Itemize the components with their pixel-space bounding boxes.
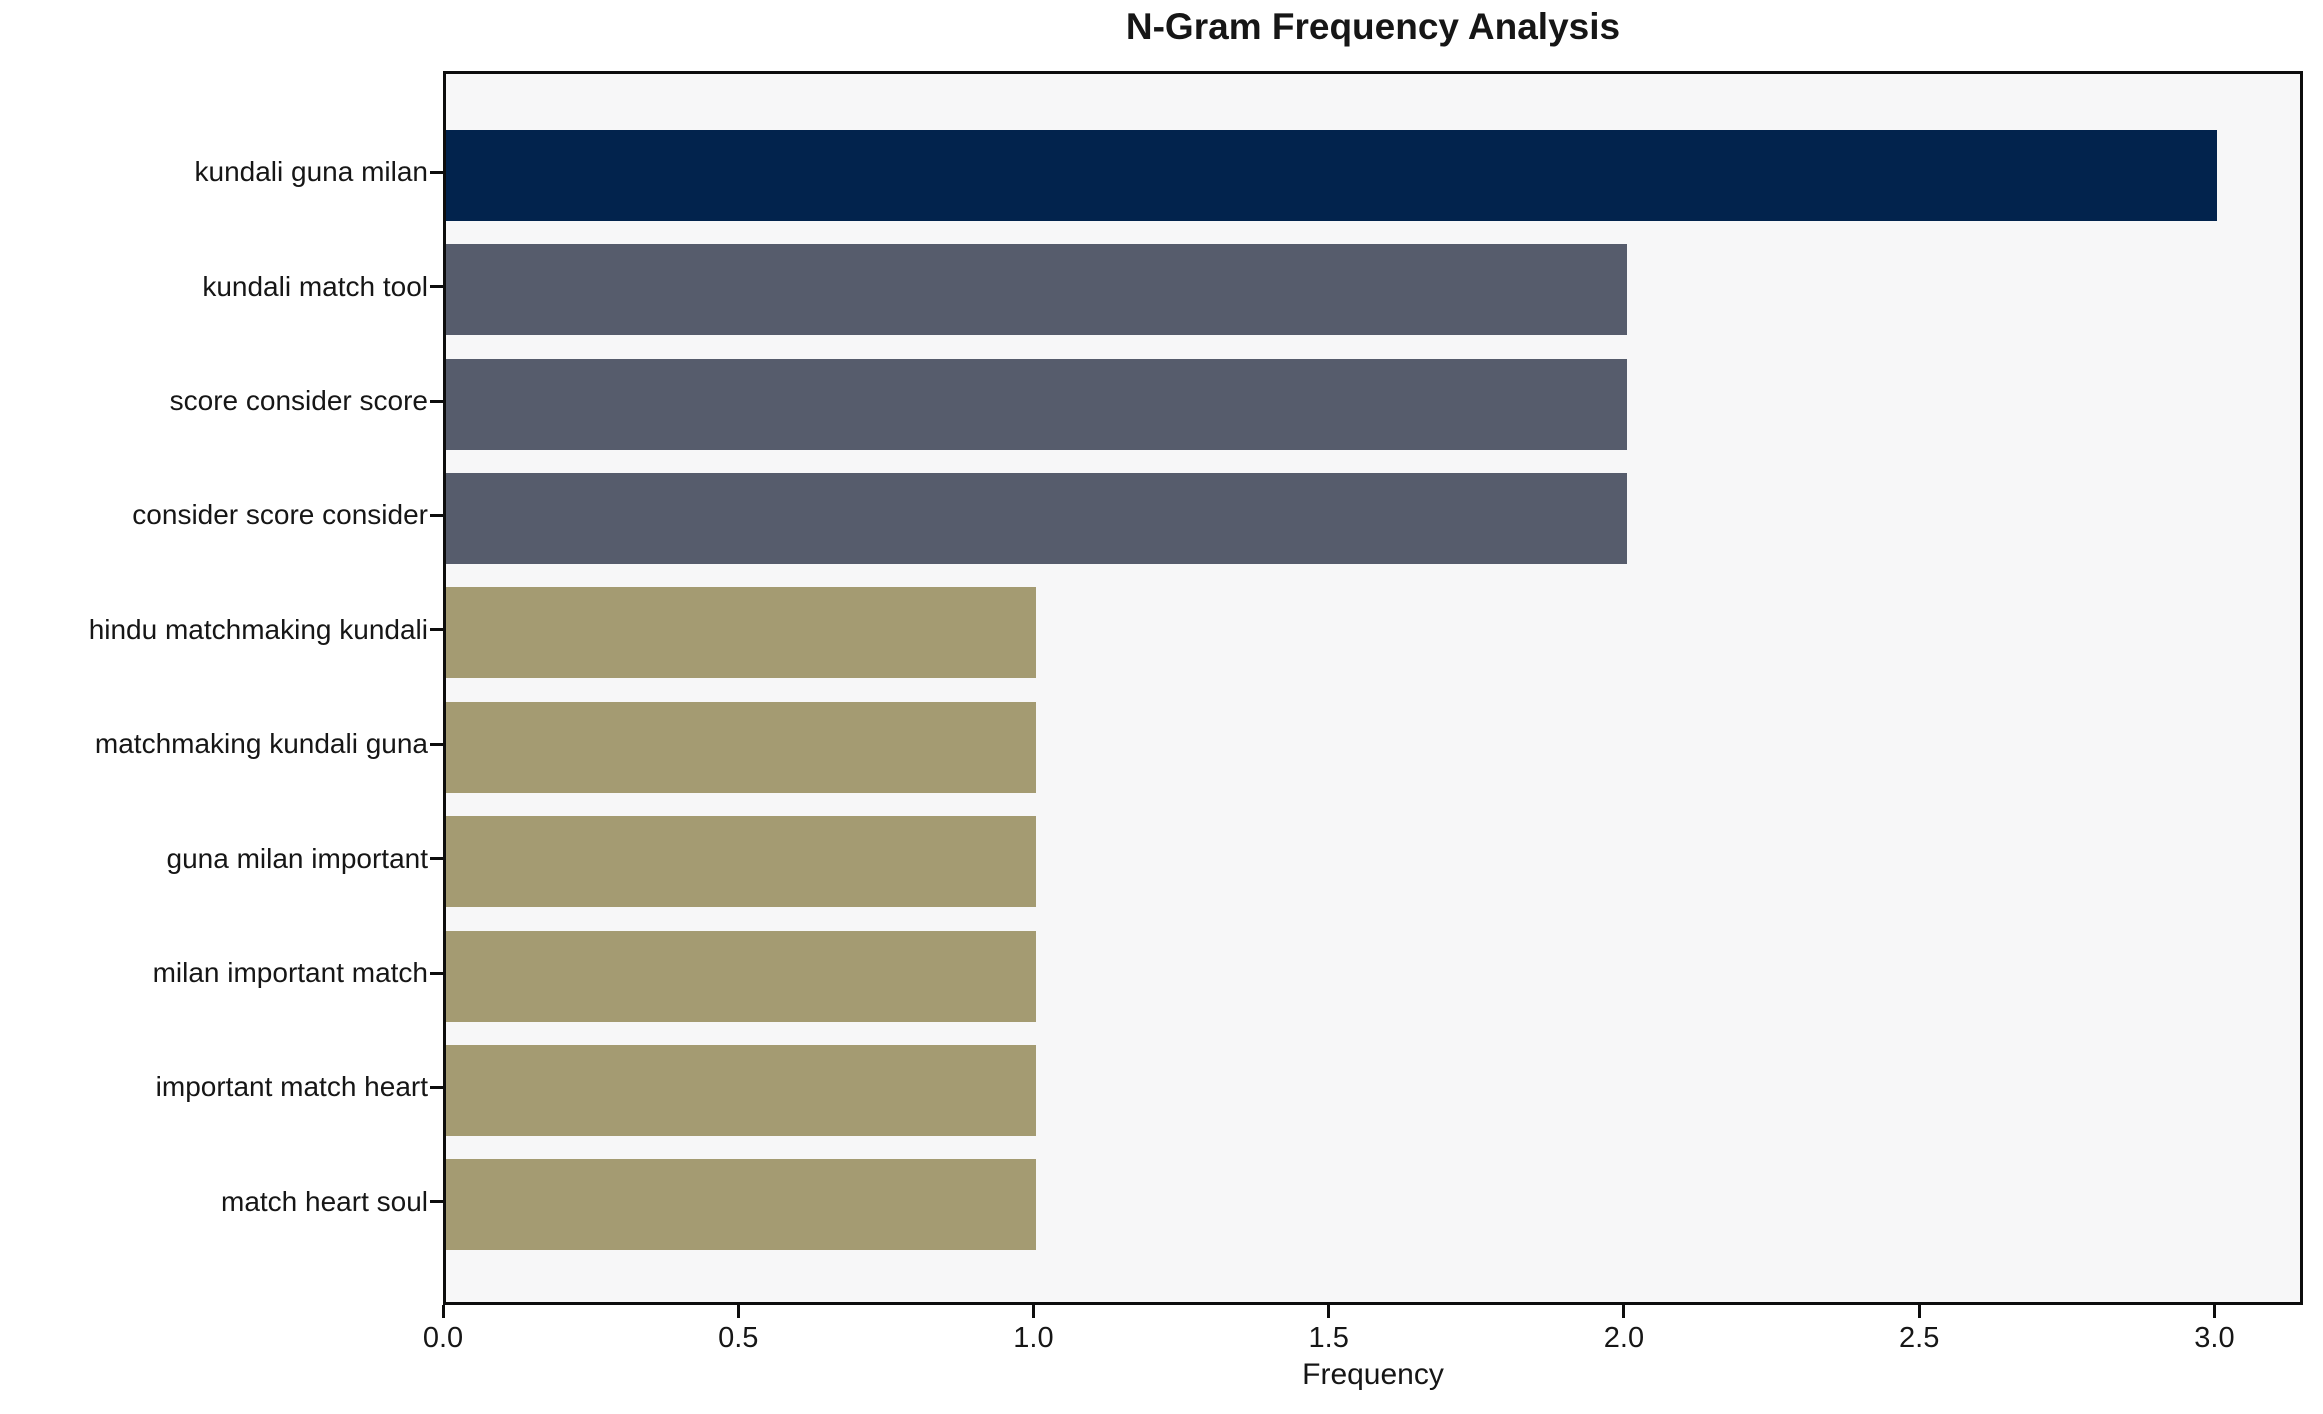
- x-tick-label: 1.5: [1308, 1322, 1349, 1354]
- bar: [446, 129, 2218, 221]
- bar: [446, 244, 1627, 336]
- x-tick: [2212, 1305, 2216, 1318]
- y-tick: [430, 742, 443, 746]
- x-tick-label: 0.5: [718, 1322, 759, 1354]
- y-tick: [430, 399, 443, 403]
- bar: [446, 930, 1037, 1022]
- plot-area: [443, 71, 2303, 1305]
- y-tick-label: kundali match tool: [202, 270, 428, 302]
- x-tick: [441, 1305, 445, 1318]
- bars-container: [446, 74, 2300, 1302]
- x-tick-label: 2.0: [1603, 1322, 1645, 1354]
- x-tick-label: 3.0: [2194, 1322, 2235, 1354]
- chart-title: N-Gram Frequency Analysis: [1125, 6, 1621, 47]
- y-tick-label: matchmaking kundali guna: [94, 728, 428, 760]
- y-tick-label: score consider score: [169, 385, 428, 416]
- x-tick: [1327, 1305, 1331, 1318]
- y-tick-label: kundali guna milan: [194, 156, 429, 188]
- bar: [446, 1044, 1037, 1136]
- y-tick: [430, 170, 443, 174]
- y-tick: [430, 628, 443, 632]
- y-tick-label: consider score consider: [132, 499, 428, 531]
- x-tick: [1917, 1305, 1921, 1318]
- bar: [446, 587, 1037, 679]
- bar: [446, 816, 1037, 908]
- x-axis-title: Frequency: [1302, 1358, 1444, 1391]
- y-tick: [430, 1085, 443, 1089]
- bar: [446, 472, 1627, 564]
- y-tick: [430, 1200, 443, 1204]
- x-tick: [1031, 1305, 1035, 1318]
- x-tick: [1622, 1305, 1626, 1318]
- y-tick: [430, 513, 443, 517]
- y-tick-label: guna milan important: [166, 842, 428, 874]
- bar: [446, 701, 1037, 793]
- y-tick: [430, 971, 443, 975]
- y-tick-label: hindu matchmaking kundali: [88, 613, 428, 645]
- y-tick-label: milan important match: [152, 957, 428, 988]
- x-tick-label: 0.0: [422, 1322, 464, 1354]
- y-tick: [430, 285, 443, 289]
- y-tick-label: important match heart: [155, 1071, 428, 1103]
- x-tick-label: 2.5: [1899, 1322, 1940, 1354]
- bar: [446, 358, 1627, 450]
- y-tick: [430, 857, 443, 861]
- bar: [446, 1159, 1037, 1251]
- x-tick: [736, 1305, 740, 1318]
- x-tick-label: 1.0: [1013, 1322, 1054, 1354]
- y-tick-label: match heart soul: [221, 1185, 428, 1217]
